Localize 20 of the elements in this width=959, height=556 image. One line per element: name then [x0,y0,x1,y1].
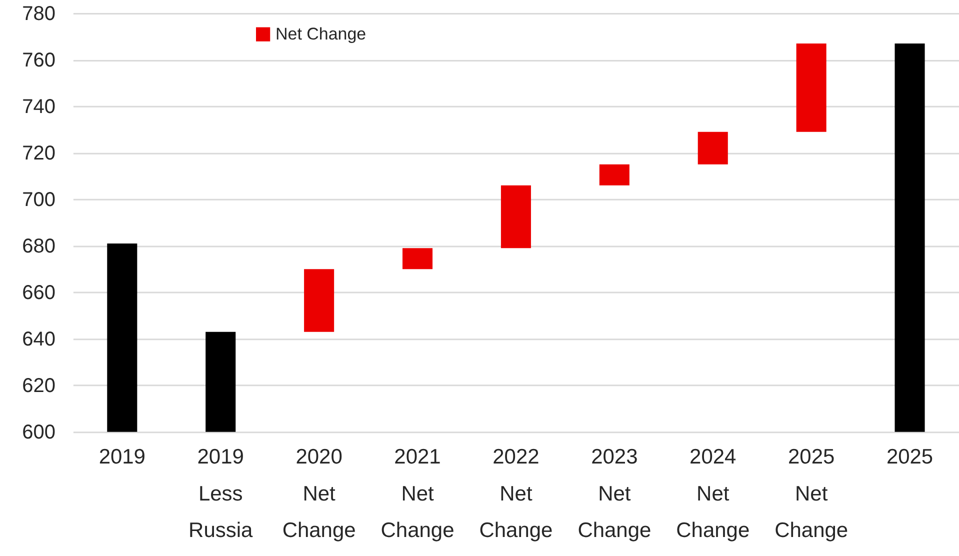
y-tick-label: 640 [22,328,56,350]
x-tick-label: 2022 Net Change [479,445,553,542]
y-tick-label: 720 [22,142,56,164]
x-tick-label: 2019 [98,445,146,468]
x-tick-label: 2025 [886,445,934,468]
y-tick-label: 760 [22,49,56,72]
y-tick-label: 740 [22,96,56,118]
y-tick-label: 660 [22,282,56,304]
y-tick-label: 700 [22,188,56,211]
x-tick-label: 2021 Net Change [380,445,454,542]
x-tick-label: 2020 Net Change [282,445,356,542]
x-tick-label: 2025 Net Change [774,445,848,542]
x-tick-label: 2019 Less Russia [188,445,253,542]
x-tick-label: 2023 Net Change [578,445,652,542]
x-tick-label: 2024 Net Change [676,445,750,542]
legend-label: Net Change [276,24,366,44]
y-tick-label: 600 [22,421,56,444]
y-tick-label: 620 [22,374,56,397]
y-tick-label: 780 [22,2,56,25]
y-tick-label: 680 [22,235,56,258]
